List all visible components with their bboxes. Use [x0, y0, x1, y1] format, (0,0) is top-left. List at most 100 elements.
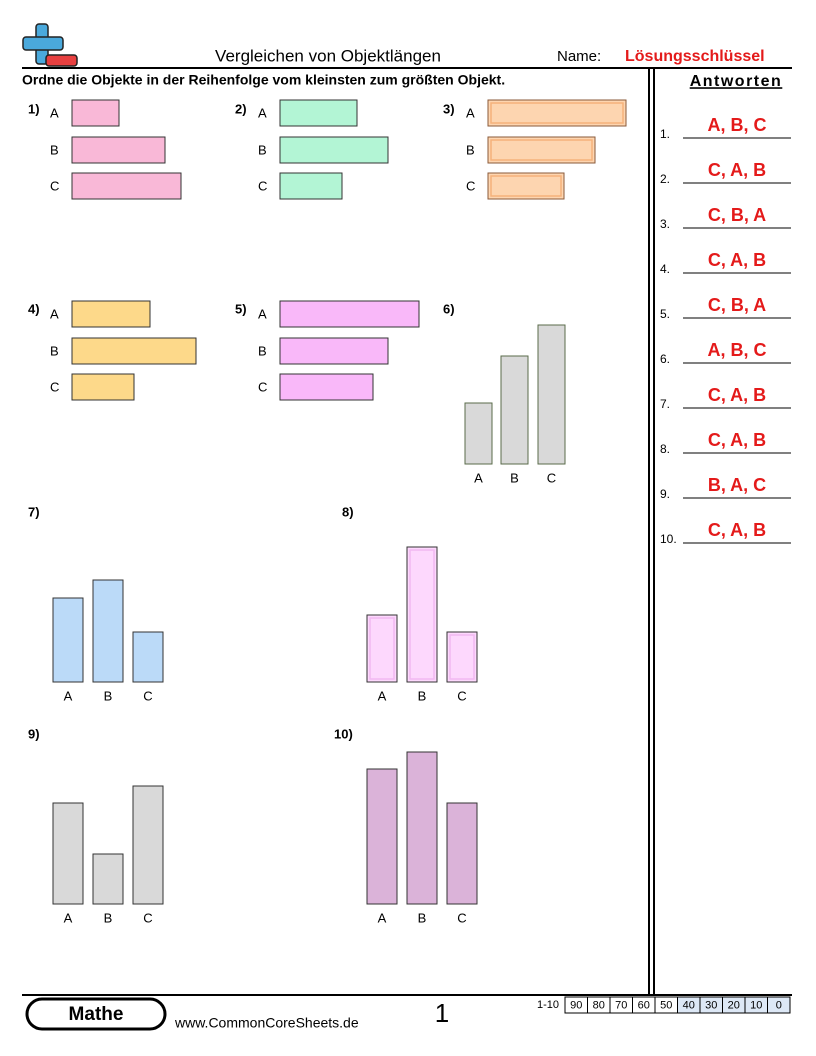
object-label: C — [143, 910, 152, 925]
answer-number: 1. — [660, 127, 670, 141]
object-label: A — [258, 306, 267, 321]
object-label: B — [50, 142, 59, 157]
problem-number: 1) — [28, 101, 40, 116]
score-label: 1-10 — [537, 999, 559, 1011]
object-bar — [279, 172, 343, 200]
object-label: A — [50, 105, 59, 120]
score: 80 — [593, 999, 605, 1011]
brand: Mathe — [69, 1004, 124, 1025]
problem-number: 8) — [342, 504, 354, 519]
object-label: C — [50, 178, 59, 193]
object-bar — [132, 785, 164, 905]
object-bar — [92, 853, 124, 905]
score: 40 — [683, 999, 695, 1011]
object-bar — [71, 172, 182, 200]
score: 0 — [776, 999, 782, 1011]
object-bar — [52, 802, 84, 905]
answer-number: 5. — [660, 307, 670, 321]
object-bar — [487, 136, 596, 164]
object-bar-inner — [490, 139, 593, 161]
answer: A, B, C — [707, 340, 766, 360]
problem-number: 2) — [235, 101, 247, 116]
object-bar — [487, 172, 565, 200]
object-bar — [71, 99, 120, 127]
answer: C, B, A — [708, 205, 766, 225]
object-label: B — [510, 470, 519, 485]
object-label: A — [474, 470, 483, 485]
answer: C, A, B — [708, 430, 766, 450]
object-label: B — [466, 142, 475, 157]
object-bar — [366, 614, 398, 683]
object-bar-inner — [449, 634, 475, 680]
object-label: A — [466, 105, 475, 120]
score: 10 — [750, 999, 762, 1011]
object-label: C — [50, 379, 59, 394]
object-bar — [366, 768, 398, 905]
score: 30 — [705, 999, 717, 1011]
object-bar — [71, 136, 166, 164]
object-label: A — [378, 688, 387, 703]
object-label: C — [457, 910, 466, 925]
problem-number: 9) — [28, 726, 40, 741]
problem-number: 6) — [443, 301, 455, 316]
object-bar — [279, 136, 389, 164]
object-bar — [500, 355, 529, 465]
score-cell — [767, 996, 791, 1014]
name-label: Name: — [557, 48, 601, 65]
object-bar — [279, 300, 420, 328]
object-bar — [537, 324, 566, 465]
answer: B, A, C — [708, 475, 766, 495]
object-label: A — [64, 910, 73, 925]
score: 90 — [570, 999, 582, 1011]
answer: C, A, B — [708, 160, 766, 180]
object-bar-inner — [490, 175, 562, 197]
answer-number: 7. — [660, 397, 670, 411]
answer-number: 8. — [660, 442, 670, 456]
object-bar — [446, 802, 478, 905]
object-label: B — [50, 343, 59, 358]
object-label: B — [418, 688, 427, 703]
object-bar — [71, 300, 151, 328]
object-label: A — [64, 688, 73, 703]
answer-number: 10. — [660, 532, 677, 546]
score: 60 — [638, 999, 650, 1011]
problem-number: 3) — [443, 101, 455, 116]
answer-number: 4. — [660, 262, 670, 276]
score: 20 — [728, 999, 740, 1011]
answer: A, B, C — [707, 115, 766, 135]
object-label: B — [104, 910, 113, 925]
object-label: A — [50, 306, 59, 321]
answer-number: 9. — [660, 487, 670, 501]
object-bar — [279, 373, 374, 401]
logo — [22, 23, 78, 67]
object-bar — [71, 373, 135, 401]
object-bar — [446, 631, 478, 683]
object-label: A — [258, 105, 267, 120]
object-label: A — [378, 910, 387, 925]
page-number: 1 — [435, 998, 449, 1028]
object-bar — [487, 99, 627, 127]
object-bar — [279, 337, 389, 365]
answer: C, A, B — [708, 520, 766, 540]
brand-pill — [25, 997, 167, 1031]
instruction: Ordne die Objekte in der Reihenfolge vom… — [22, 72, 505, 88]
object-label: C — [258, 178, 267, 193]
title: Vergleichen von Objektlängen — [215, 46, 441, 65]
answer-number: 3. — [660, 217, 670, 231]
object-bar — [52, 597, 84, 683]
object-bar — [406, 546, 438, 683]
answer: C, A, B — [708, 250, 766, 270]
object-label: B — [258, 142, 267, 157]
answer-number: 2. — [660, 172, 670, 186]
score: 70 — [615, 999, 627, 1011]
problem-number: 5) — [235, 301, 247, 316]
problem-number: 7) — [28, 504, 40, 519]
object-label: B — [418, 910, 427, 925]
object-bar — [279, 99, 358, 127]
answer: C, B, A — [708, 295, 766, 315]
object-bar — [132, 631, 164, 683]
object-label: C — [547, 470, 556, 485]
object-label: C — [457, 688, 466, 703]
problem-number: 10) — [334, 726, 353, 741]
